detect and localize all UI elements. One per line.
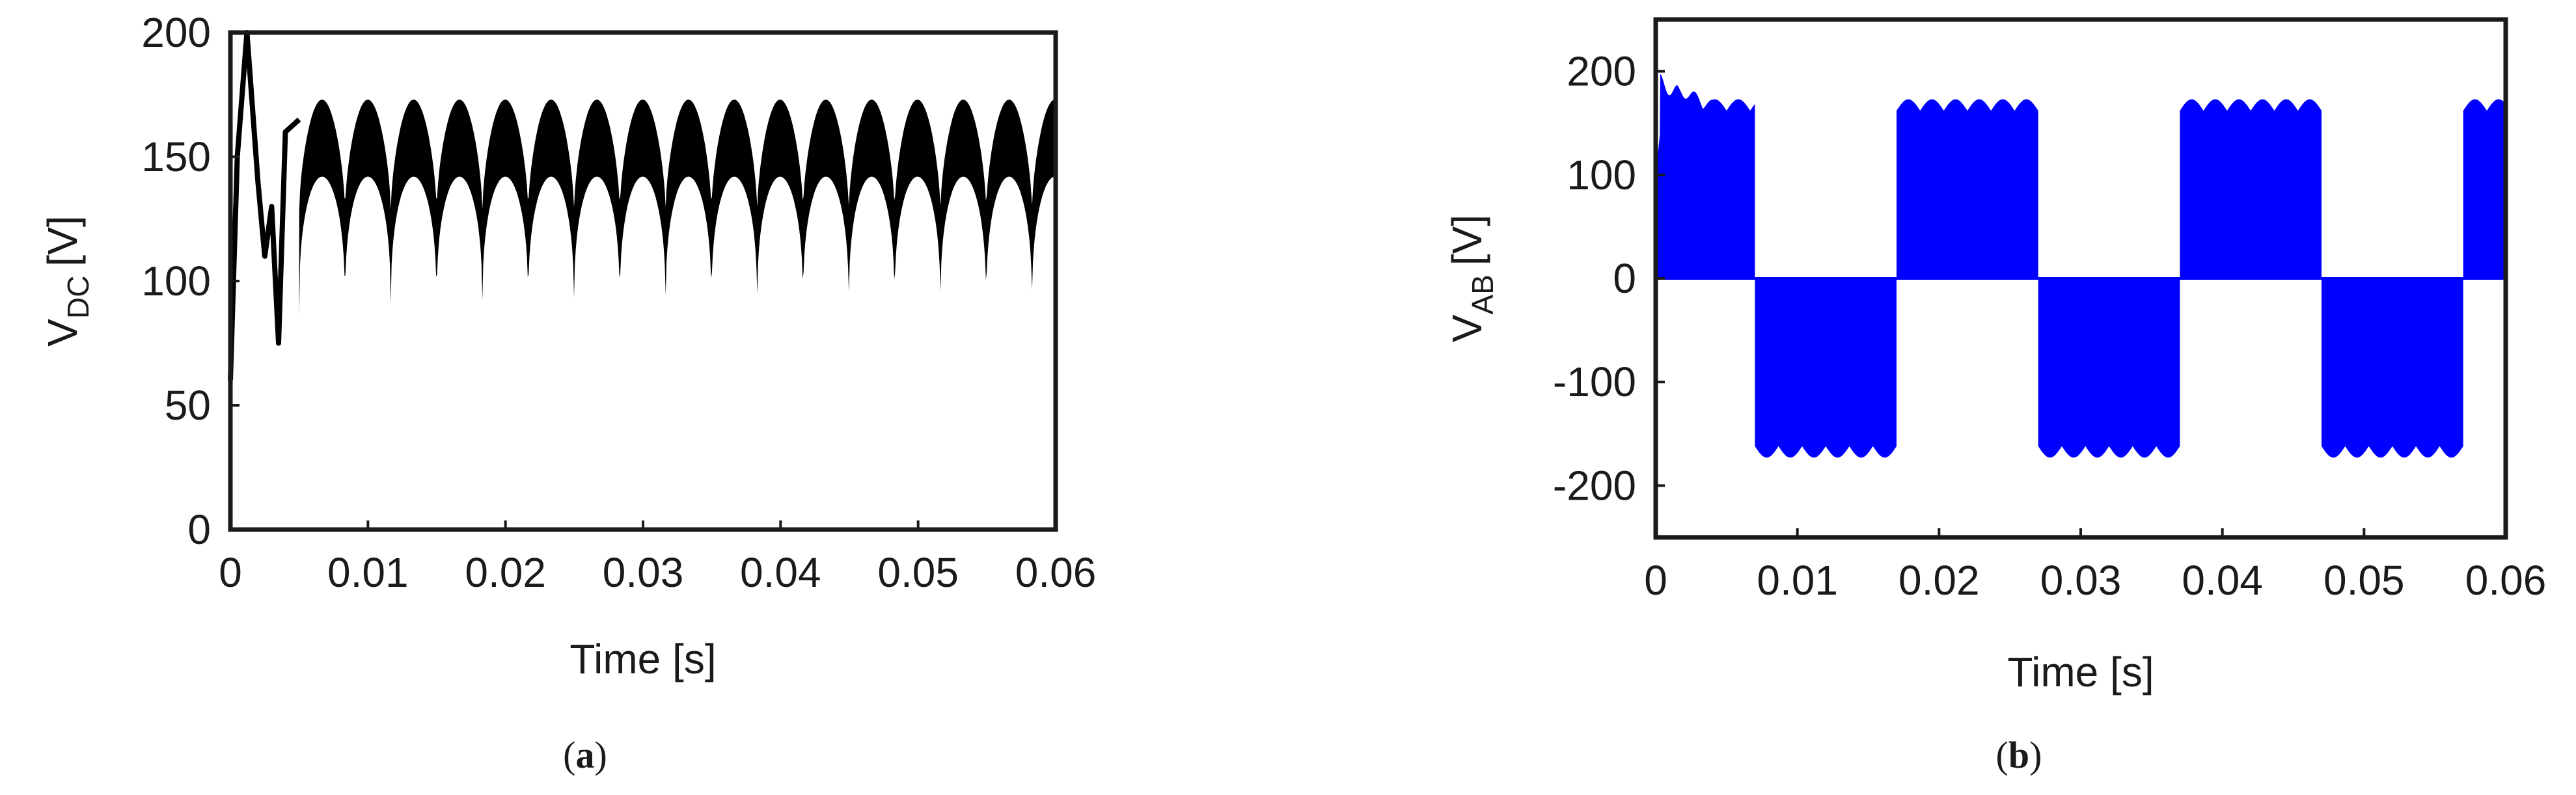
panel-b-chart: 0 0.01 0.02 0.03 0.04 0.05 0.06 -200 -100 0 100 20… <box>1444 17 2546 776</box>
panel-b-y-ticks: -200 -100 0 100 200 <box>1553 48 1665 509</box>
panel-a-y-axis-label: VDC[V] <box>39 215 95 346</box>
svg-text:VDC[V]: VDC[V] <box>39 215 95 346</box>
panel-a-y-ticks: 0 50 100 150 200 <box>141 9 240 553</box>
panel-a-x-tick-label: 0.03 <box>603 549 684 596</box>
vdc-startup-transient <box>228 30 301 381</box>
panel-b-x-tick-label: 0.02 <box>1898 557 1980 604</box>
vab-pulse-block <box>2322 278 2463 458</box>
panel-b-y-tick-label: 0 <box>1613 255 1636 302</box>
panel-b-y-tick-label: 200 <box>1567 48 1636 95</box>
panel-b-x-ticks: 0 0.01 0.02 0.03 0.04 0.05 0.06 <box>1644 528 2546 604</box>
panel-b-x-axis-label: Time [s] <box>2007 649 2154 695</box>
panel-b-y-tick-label: -200 <box>1553 462 1636 509</box>
panel-a-y-tick-label: 50 <box>165 382 211 429</box>
panel-b-x-tick-label: 0.01 <box>1757 557 1838 604</box>
panel-a-y-tick-label: 150 <box>141 133 211 180</box>
panel-b-x-tick-label: 0.06 <box>2465 557 2547 604</box>
vab-pulse-block <box>2038 278 2180 458</box>
panel-b-caption: (b) <box>1996 734 2042 776</box>
vab-pulse-block <box>1755 278 1897 458</box>
panel-a-x-tick-label: 0 <box>219 549 242 596</box>
panel-a-y-tick-label: 100 <box>141 258 211 304</box>
panel-a-x-axis-label: Time [s] <box>569 636 716 682</box>
panel-a-x-tick-label: 0.06 <box>1015 549 1097 596</box>
panel-a-x-tick-label: 0.04 <box>740 549 821 596</box>
panel-a-x-tick-label: 0.02 <box>465 549 546 596</box>
panel-b-x-tick-label: 0.05 <box>2323 557 2405 604</box>
vab-pulse-block <box>2180 99 2322 278</box>
panel-b-x-tick-label: 0.03 <box>2040 557 2122 604</box>
panel-a-x-tick-label: 0.01 <box>327 549 409 596</box>
vab-pulse-block <box>1897 99 2038 278</box>
panel-b-y-axis-label: VAB[V] <box>1444 215 1500 342</box>
panel-b-y-tick-label: -100 <box>1553 358 1636 405</box>
panel-a-y-tick-label: 0 <box>187 506 211 553</box>
vab-series <box>1656 74 2506 458</box>
vdc-series <box>228 30 1056 381</box>
panel-b-y-tick-label: 100 <box>1567 152 1636 198</box>
panel-a-y-tick-label: 200 <box>141 9 211 56</box>
panel-a-caption: (a) <box>563 734 607 776</box>
svg-text:VAB[V]: VAB[V] <box>1444 215 1500 342</box>
vab-pulse-block <box>2463 99 2506 278</box>
panel-a-chart: 0 0.01 0.02 0.03 0.04 0.05 0.06 0 50 100 150 200 T… <box>39 9 1096 776</box>
vdc-ripple-band <box>299 100 1056 316</box>
panel-a-x-ticks: 0 0.01 0.02 0.03 0.04 0.05 0.06 <box>219 520 1096 596</box>
panel-b-x-tick-label: 0 <box>1644 557 1667 604</box>
panel-a-x-tick-label: 0.05 <box>877 549 959 596</box>
vab-pulse-block <box>1656 74 1755 278</box>
panel-b-x-tick-label: 0.04 <box>2182 557 2263 604</box>
